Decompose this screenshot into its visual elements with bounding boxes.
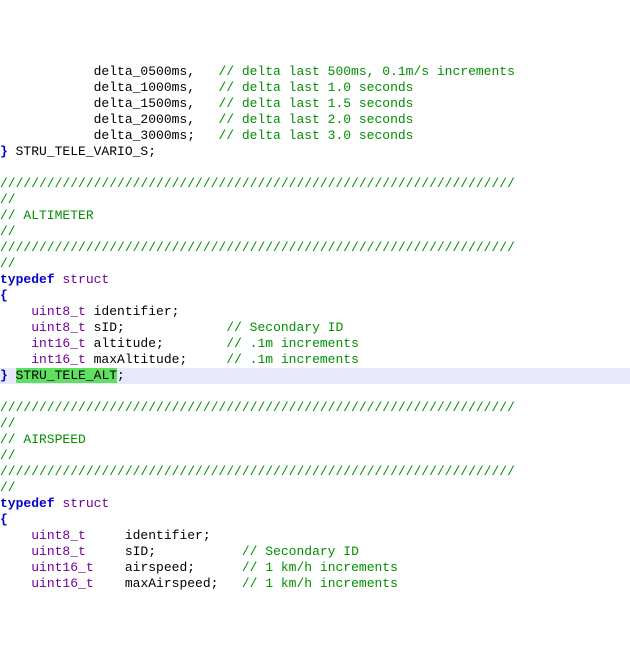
code-line[interactable]: delta_0500ms, // delta last 500ms, 0.1m/… bbox=[0, 64, 630, 80]
code-line[interactable]: { bbox=[0, 288, 630, 304]
token-plain: sID; bbox=[86, 320, 226, 335]
token-comment: // bbox=[0, 448, 16, 463]
code-line[interactable] bbox=[0, 160, 630, 176]
token-plain: maxAltitude; bbox=[86, 352, 226, 367]
token-type: uint8_t bbox=[31, 320, 86, 335]
token-comment: ////////////////////////////////////////… bbox=[0, 240, 515, 255]
code-line[interactable]: uint8_t sID; // Secondary ID bbox=[0, 320, 630, 336]
code-line[interactable]: delta_1000ms, // delta last 1.0 seconds bbox=[0, 80, 630, 96]
code-line[interactable]: // bbox=[0, 448, 630, 464]
token-kw: { bbox=[0, 512, 8, 527]
token-plain bbox=[0, 576, 31, 591]
code-line[interactable]: uint8_t identifier; bbox=[0, 528, 630, 544]
token-comment: // delta last 3.0 seconds bbox=[218, 128, 413, 143]
token-plain bbox=[0, 336, 31, 351]
token-plain: airspeed; bbox=[94, 560, 242, 575]
token-plain: STRU_TELE_VARIO_S; bbox=[8, 144, 156, 159]
code-line[interactable]: } STRU_TELE_VARIO_S; bbox=[0, 144, 630, 160]
token-comment: // bbox=[0, 224, 16, 239]
code-line[interactable]: typedef struct bbox=[0, 496, 630, 512]
code-line[interactable]: uint16_t airspeed; // 1 km/h increments bbox=[0, 560, 630, 576]
token-plain: maxAirspeed; bbox=[94, 576, 242, 591]
code-line[interactable]: uint8_t identifier; bbox=[0, 304, 630, 320]
code-line[interactable]: { bbox=[0, 512, 630, 528]
token-comment: // bbox=[0, 416, 16, 431]
token-comment: // delta last 2.0 seconds bbox=[218, 112, 413, 127]
code-line[interactable]: delta_2000ms, // delta last 2.0 seconds bbox=[0, 112, 630, 128]
token-type: int16_t bbox=[31, 352, 86, 367]
code-line[interactable]: int16_t maxAltitude; // .1m increments bbox=[0, 352, 630, 368]
code-line[interactable] bbox=[0, 384, 630, 400]
token-plain bbox=[0, 304, 31, 319]
token-kw: typedef bbox=[0, 496, 55, 511]
token-comment: ////////////////////////////////////////… bbox=[0, 464, 515, 479]
token-plain: altitude; bbox=[86, 336, 226, 351]
code-line[interactable]: typedef struct bbox=[0, 272, 630, 288]
token-plain bbox=[0, 544, 31, 559]
code-line[interactable]: } STRU_TELE_ALT; bbox=[0, 368, 630, 384]
token-plain: delta_1500ms, bbox=[0, 96, 218, 111]
token-comment: // delta last 1.0 seconds bbox=[218, 80, 413, 95]
token-comment: // 1 km/h increments bbox=[242, 576, 398, 591]
code-line[interactable]: // bbox=[0, 224, 630, 240]
token-plain bbox=[0, 560, 31, 575]
token-comment: // Secondary ID bbox=[226, 320, 343, 335]
token-comment: // 1 km/h increments bbox=[242, 560, 398, 575]
token-comment: // .1m increments bbox=[226, 352, 359, 367]
token-plain bbox=[0, 528, 31, 543]
token-plain: ; bbox=[117, 368, 125, 383]
code-editor-view: delta_0500ms, // delta last 500ms, 0.1m/… bbox=[0, 64, 630, 592]
code-line[interactable]: // bbox=[0, 256, 630, 272]
code-line[interactable]: // AIRSPEED bbox=[0, 432, 630, 448]
code-line[interactable]: uint8_t sID; // Secondary ID bbox=[0, 544, 630, 560]
token-plain: delta_2000ms, bbox=[0, 112, 218, 127]
token-plain: delta_0500ms, bbox=[0, 64, 218, 79]
code-line[interactable]: ////////////////////////////////////////… bbox=[0, 464, 630, 480]
code-line[interactable]: ////////////////////////////////////////… bbox=[0, 176, 630, 192]
token-kw: { bbox=[0, 288, 8, 303]
code-line[interactable]: ////////////////////////////////////////… bbox=[0, 400, 630, 416]
token-comment: // .1m increments bbox=[226, 336, 359, 351]
token-type: int16_t bbox=[31, 336, 86, 351]
code-line[interactable]: ////////////////////////////////////////… bbox=[0, 240, 630, 256]
code-line[interactable]: uint16_t maxAirspeed; // 1 km/h incremen… bbox=[0, 576, 630, 592]
token-sel: STRU_TELE_ALT bbox=[16, 368, 117, 383]
code-line[interactable]: delta_1500ms, // delta last 1.5 seconds bbox=[0, 96, 630, 112]
code-line[interactable]: delta_3000ms; // delta last 3.0 seconds bbox=[0, 128, 630, 144]
token-kw: } bbox=[0, 144, 8, 159]
token-comment: // bbox=[0, 256, 16, 271]
token-plain: identifier; bbox=[86, 304, 180, 319]
token-type: uint8_t bbox=[31, 304, 86, 319]
token-type: uint8_t bbox=[31, 528, 86, 543]
token-type: struct bbox=[62, 272, 109, 287]
token-kw: } bbox=[0, 368, 8, 383]
token-type: uint8_t bbox=[31, 544, 86, 559]
token-plain: delta_1000ms, bbox=[0, 80, 218, 95]
token-plain bbox=[8, 368, 16, 383]
code-line[interactable]: // bbox=[0, 192, 630, 208]
token-comment: // AIRSPEED bbox=[0, 432, 86, 447]
token-plain: sID; bbox=[86, 544, 242, 559]
code-line[interactable]: // bbox=[0, 416, 630, 432]
token-type: struct bbox=[62, 496, 109, 511]
token-comment: // bbox=[0, 192, 16, 207]
token-type: uint16_t bbox=[31, 560, 93, 575]
token-comment: ////////////////////////////////////////… bbox=[0, 176, 515, 191]
token-comment: // delta last 500ms, 0.1m/s increments bbox=[218, 64, 514, 79]
token-kw: typedef bbox=[0, 272, 55, 287]
code-line[interactable]: // ALTIMETER bbox=[0, 208, 630, 224]
token-plain bbox=[0, 320, 31, 335]
token-type: uint16_t bbox=[31, 576, 93, 591]
token-plain: identifier; bbox=[86, 528, 211, 543]
token-plain: delta_3000ms; bbox=[0, 128, 218, 143]
token-plain bbox=[0, 352, 31, 367]
token-comment: // delta last 1.5 seconds bbox=[218, 96, 413, 111]
token-comment: // ALTIMETER bbox=[0, 208, 94, 223]
code-line[interactable]: // bbox=[0, 480, 630, 496]
token-comment: ////////////////////////////////////////… bbox=[0, 400, 515, 415]
token-comment: // Secondary ID bbox=[242, 544, 359, 559]
token-comment: // bbox=[0, 480, 16, 495]
code-line[interactable]: int16_t altitude; // .1m increments bbox=[0, 336, 630, 352]
